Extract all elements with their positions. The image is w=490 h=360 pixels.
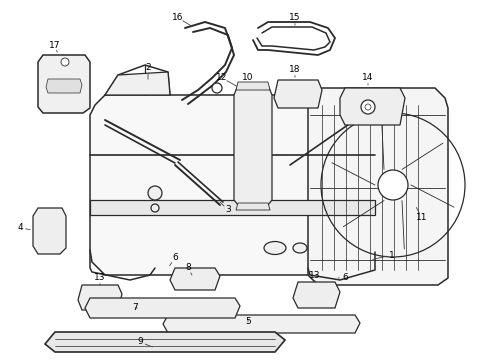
Text: 11: 11 <box>416 213 428 222</box>
Polygon shape <box>234 85 272 205</box>
Text: 3: 3 <box>225 206 231 215</box>
Text: 13: 13 <box>94 274 106 283</box>
Text: 12: 12 <box>216 73 228 82</box>
Polygon shape <box>85 298 240 318</box>
Text: 10: 10 <box>242 73 254 82</box>
Text: 16: 16 <box>172 13 184 22</box>
Polygon shape <box>38 55 90 113</box>
Text: 7: 7 <box>132 303 138 312</box>
Text: 15: 15 <box>289 13 301 22</box>
Text: 9: 9 <box>137 338 143 346</box>
Polygon shape <box>308 88 448 285</box>
Text: 2: 2 <box>145 63 151 72</box>
Polygon shape <box>46 79 82 93</box>
Circle shape <box>61 58 69 66</box>
Circle shape <box>365 104 371 110</box>
Text: 5: 5 <box>245 318 251 327</box>
Text: 4: 4 <box>17 224 23 233</box>
Polygon shape <box>170 268 220 290</box>
Polygon shape <box>163 315 360 333</box>
Text: 8: 8 <box>185 264 191 273</box>
Polygon shape <box>340 88 405 125</box>
Text: 13: 13 <box>309 270 321 279</box>
Polygon shape <box>45 332 285 352</box>
Polygon shape <box>33 208 66 254</box>
Circle shape <box>212 83 222 93</box>
Polygon shape <box>90 95 375 275</box>
Circle shape <box>378 170 408 200</box>
Circle shape <box>148 186 162 200</box>
Text: 17: 17 <box>49 40 61 49</box>
Polygon shape <box>236 82 270 90</box>
Text: 14: 14 <box>362 73 374 82</box>
Text: 6: 6 <box>342 274 348 283</box>
Polygon shape <box>274 80 322 108</box>
Circle shape <box>361 100 375 114</box>
Text: 18: 18 <box>289 66 301 75</box>
Polygon shape <box>105 72 170 95</box>
Polygon shape <box>78 285 122 310</box>
Circle shape <box>151 204 159 212</box>
Ellipse shape <box>293 243 307 253</box>
Ellipse shape <box>264 242 286 255</box>
Polygon shape <box>293 282 340 308</box>
Polygon shape <box>90 200 375 215</box>
Polygon shape <box>236 203 270 210</box>
Text: 1: 1 <box>389 251 395 260</box>
Text: 6: 6 <box>172 253 178 262</box>
